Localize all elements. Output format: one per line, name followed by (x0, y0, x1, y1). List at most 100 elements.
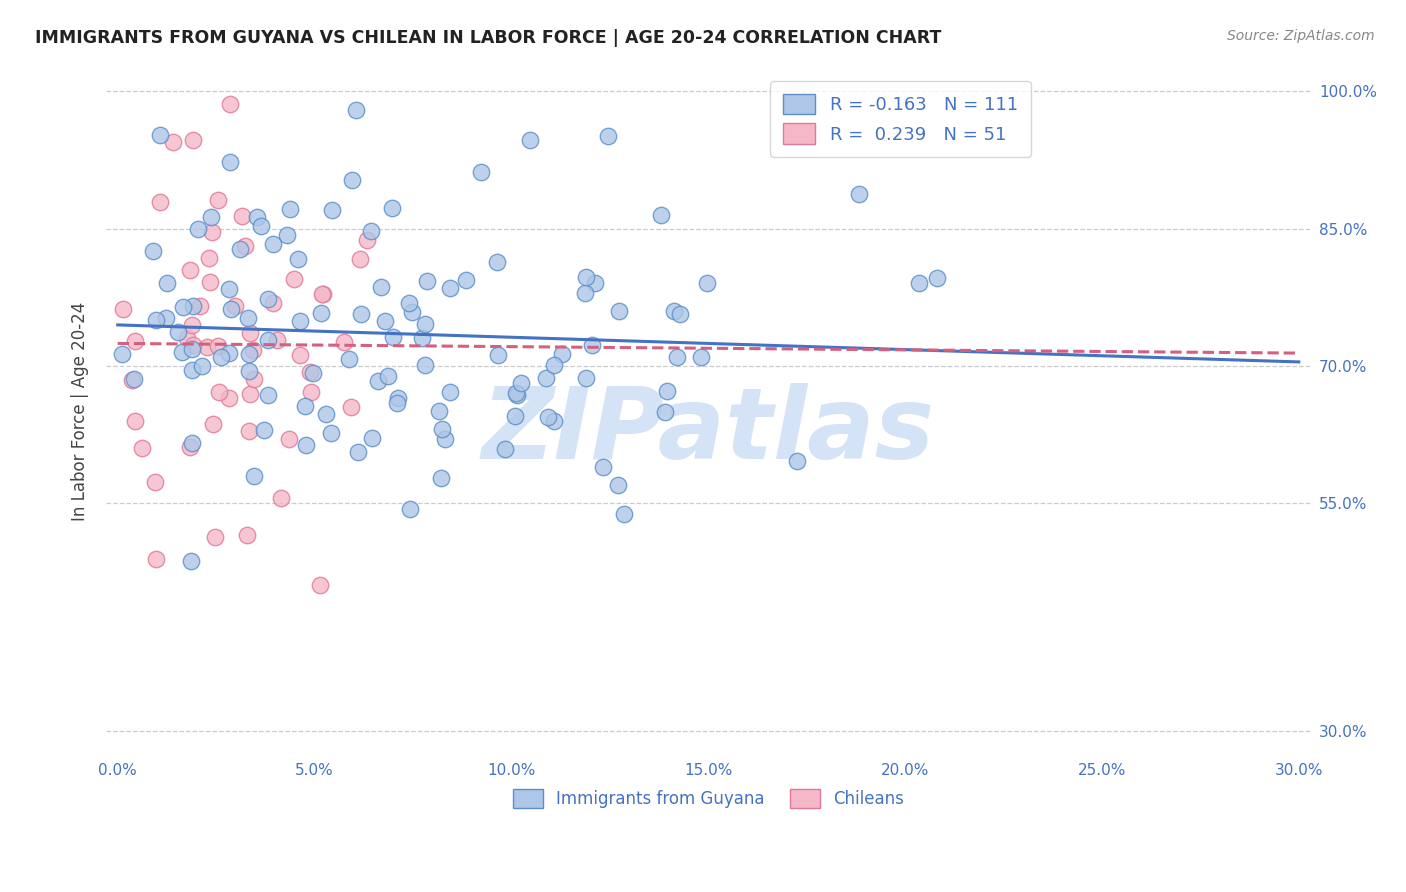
Point (121, 373, 143, 387)
Point (149, 128, 172, 143)
Point (430, 422, 453, 436)
Point (454, 273, 477, 287)
Point (218, 392, 240, 406)
Point (172, 300, 194, 314)
Point (179, 440, 201, 454)
Point (399, 502, 422, 516)
Point (350, 307, 373, 321)
Point (506, 388, 529, 402)
Point (575, 371, 598, 385)
Point (654, 405, 676, 419)
Point (370, 279, 392, 293)
Point (596, 128, 619, 143)
Point (486, 348, 509, 362)
Point (218, 346, 240, 360)
Point (198, 275, 221, 289)
Point (387, 391, 409, 405)
Point (374, 313, 396, 327)
Point (398, 296, 420, 310)
Point (198, 251, 221, 265)
Point (257, 333, 280, 347)
Point (156, 276, 179, 290)
Point (207, 193, 229, 207)
Point (381, 330, 404, 344)
Point (201, 225, 224, 239)
Point (430, 471, 453, 485)
Point (665, 351, 688, 365)
Point (575, 270, 598, 285)
Point (201, 417, 224, 431)
Point (581, 338, 603, 352)
Point (180, 436, 202, 450)
Point (650, 208, 672, 222)
Point (181, 300, 204, 314)
Point (162, 135, 184, 149)
Point (180, 554, 202, 568)
Point (229, 242, 252, 256)
Point (200, 210, 222, 224)
Point (583, 277, 606, 291)
Point (786, 454, 808, 468)
Legend: Immigrants from Guyana, Chileans: Immigrants from Guyana, Chileans (506, 782, 911, 814)
Point (207, 338, 229, 352)
Point (669, 307, 692, 321)
Point (696, 276, 718, 290)
Point (188, 299, 211, 313)
Point (494, 442, 516, 456)
Point (908, 276, 931, 290)
Point (381, 202, 404, 216)
Point (197, 340, 219, 354)
Point (319, 425, 342, 440)
Point (142, 244, 165, 258)
Point (233, 239, 256, 253)
Point (309, 578, 332, 592)
Point (505, 386, 527, 401)
Point (266, 333, 288, 347)
Point (295, 438, 318, 452)
Point (592, 459, 614, 474)
Point (321, 203, 343, 218)
Point (543, 414, 565, 428)
Point (191, 359, 214, 373)
Point (183, 132, 205, 146)
Point (349, 252, 371, 266)
Point (262, 296, 284, 310)
Text: IMMIGRANTS FROM GUYANA VS CHILEAN IN LABOR FORCE | AGE 20-24 CORRELATION CHART: IMMIGRANTS FROM GUYANA VS CHILEAN IN LAB… (35, 29, 942, 46)
Point (172, 345, 194, 359)
Point (503, 409, 526, 423)
Point (294, 399, 316, 413)
Point (181, 362, 204, 376)
Point (143, 475, 166, 489)
Text: Source: ZipAtlas.com: Source: ZipAtlas.com (1227, 29, 1375, 43)
Point (236, 311, 259, 326)
Point (280, 202, 302, 216)
Point (433, 433, 456, 447)
Point (427, 404, 450, 418)
Point (181, 318, 204, 333)
Point (145, 552, 167, 566)
Point (315, 407, 337, 421)
Point (181, 342, 204, 356)
Point (411, 330, 433, 344)
Point (301, 366, 323, 380)
Point (439, 385, 461, 400)
Point (298, 365, 321, 379)
Point (288, 314, 311, 328)
Text: ZIPatlas: ZIPatlas (482, 384, 935, 481)
Point (925, 270, 948, 285)
Point (211, 350, 233, 364)
Point (253, 423, 276, 437)
Point (689, 350, 711, 364)
Point (187, 221, 209, 235)
Point (662, 304, 685, 318)
Point (283, 272, 305, 286)
Point (519, 133, 541, 147)
Point (131, 441, 153, 455)
Point (167, 326, 190, 340)
Point (606, 478, 628, 492)
Y-axis label: In Labor Force | Age 20-24: In Labor Force | Age 20-24 (72, 301, 89, 521)
Point (299, 385, 322, 400)
Point (155, 310, 177, 325)
Point (218, 97, 240, 112)
Point (347, 445, 370, 459)
